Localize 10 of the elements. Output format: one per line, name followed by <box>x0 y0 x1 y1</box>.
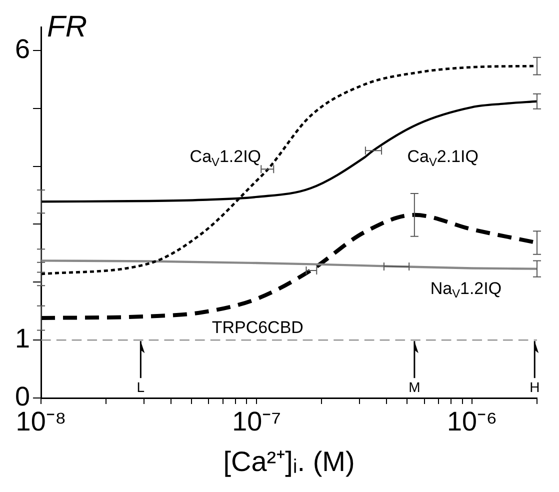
series-label: TRPC6CBD <box>212 318 304 338</box>
y-tick-label: 1 <box>14 324 30 354</box>
annotation: L <box>136 378 145 395</box>
annotation: H <box>530 378 540 395</box>
annotation: M <box>408 378 420 395</box>
y-tick-label: 6 <box>14 34 30 64</box>
y-axis-title: FR <box>47 10 88 44</box>
x-axis-title: [Ca²⁺]ᵢ. (M) <box>223 446 355 477</box>
x-tick-label: 10⁻⁷ <box>232 406 281 437</box>
x-tick-label: 10⁻⁶ <box>447 406 498 437</box>
